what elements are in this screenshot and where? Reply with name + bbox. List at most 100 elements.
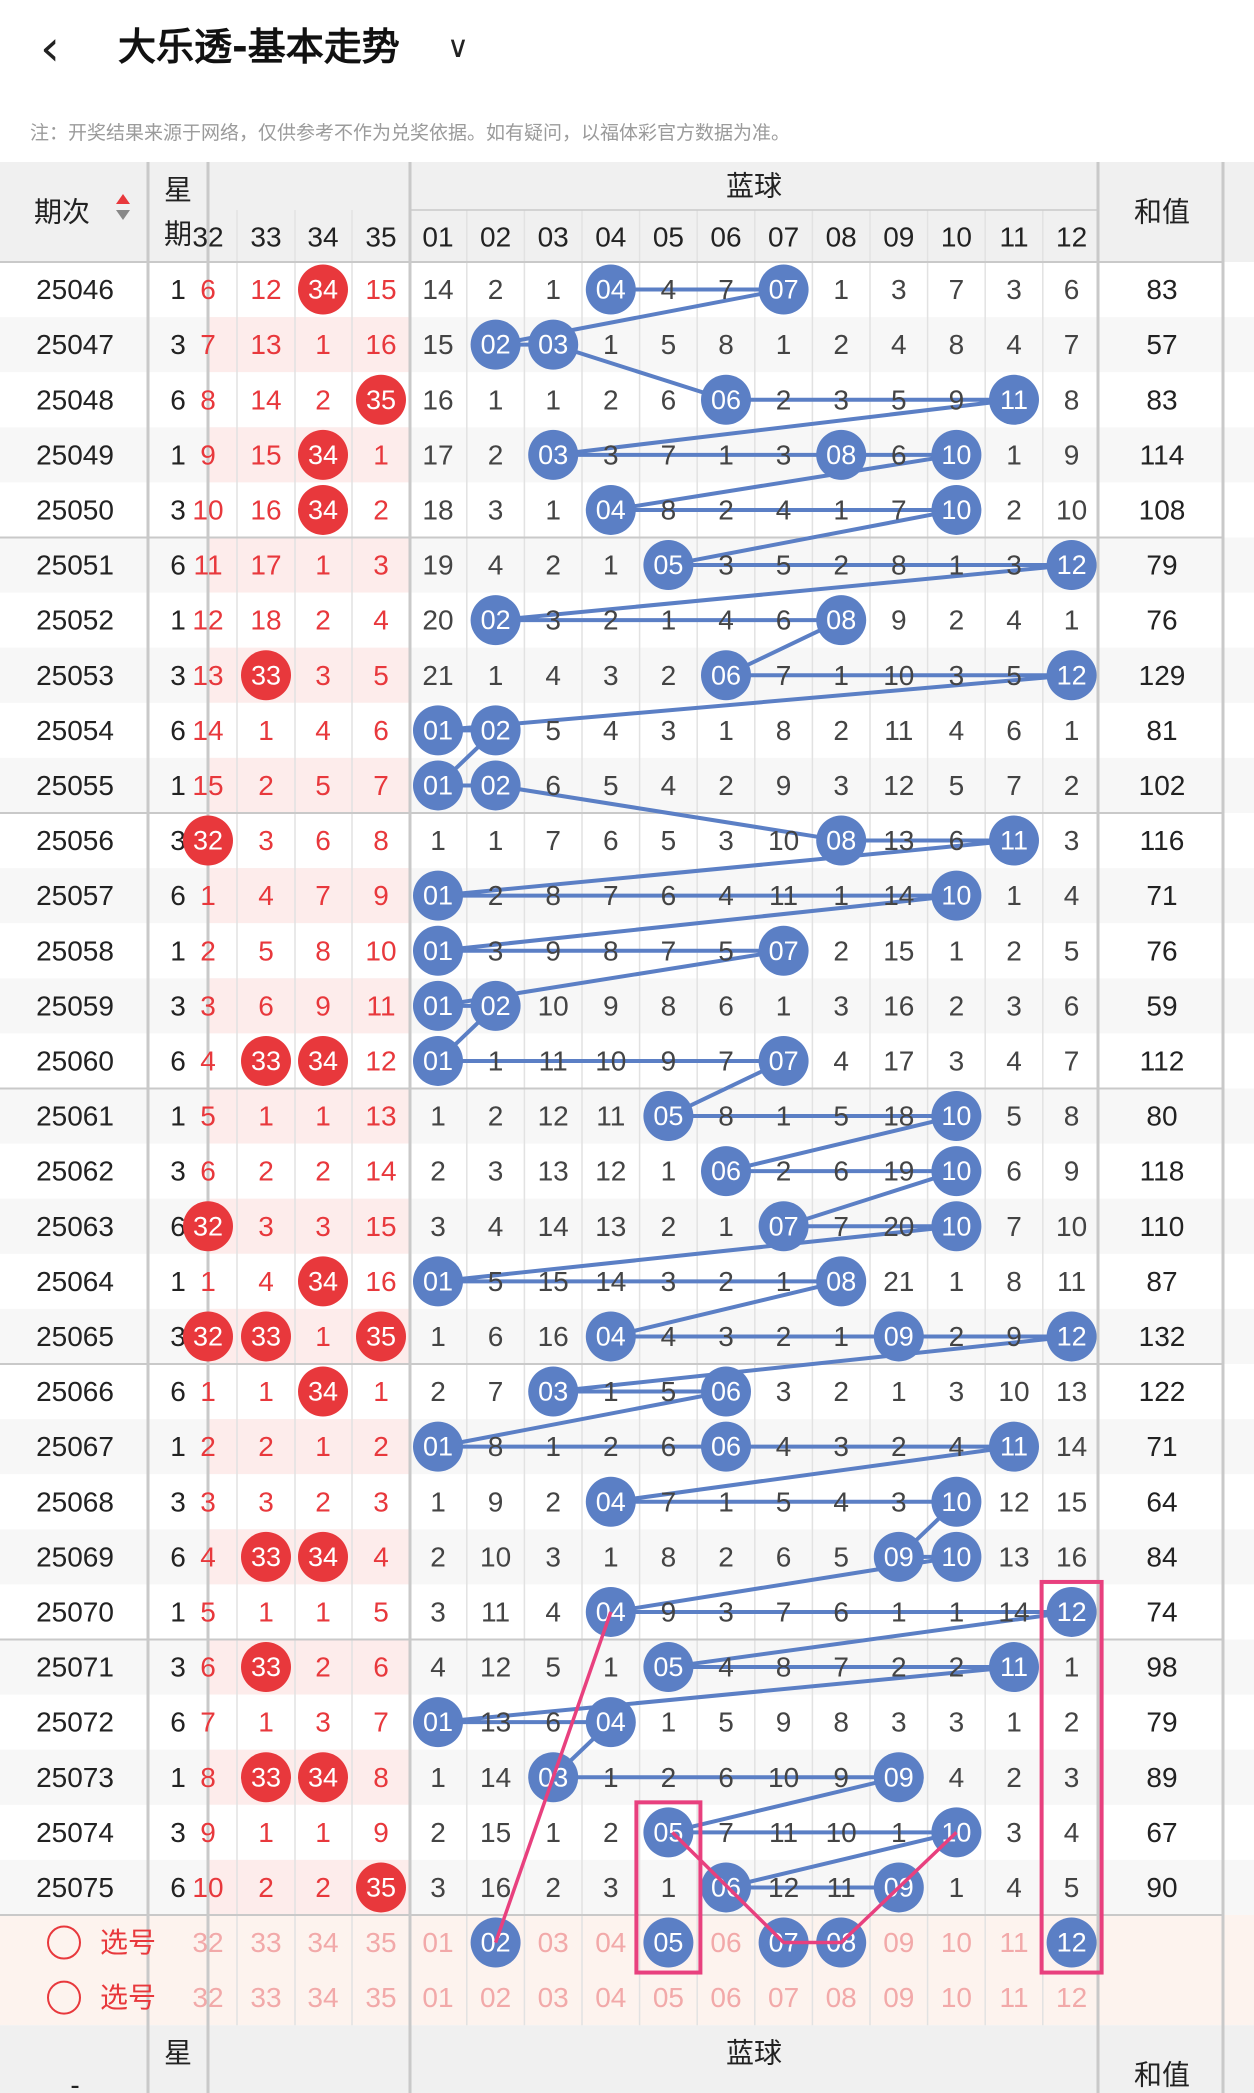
- blue-miss-count: 3: [1006, 274, 1022, 305]
- blue-miss-count: 7: [603, 880, 619, 911]
- blue-miss-count: 15: [480, 1817, 511, 1848]
- blue-miss-count: 1: [776, 329, 792, 360]
- sum-cell: 80: [1146, 1101, 1177, 1132]
- blue-miss-count: 14: [422, 274, 453, 305]
- blue-miss-count: 8: [949, 329, 965, 360]
- back-button[interactable]: ‹: [40, 23, 84, 73]
- blue-ball-hit: [413, 705, 463, 756]
- table-row: 25061 1 5 1 1 13 1 2 12 11 05 8 1 5 18 10 5 8 80: [36, 1091, 1178, 1142]
- weekday-cell: 3: [170, 1156, 186, 1187]
- blue-miss-count: 1: [1006, 1707, 1022, 1738]
- red-miss-count: 2: [315, 1652, 331, 1683]
- pick-red-number: 34: [307, 1927, 338, 1958]
- blue-column-header: 06: [710, 222, 741, 253]
- red-miss-count: 14: [365, 1156, 396, 1187]
- sum-cell: 108: [1139, 494, 1186, 525]
- blue-miss-count: 15: [422, 329, 453, 360]
- blue-miss-count: 1: [430, 1101, 446, 1132]
- blue-ball-number: 07: [769, 936, 799, 966]
- red-miss-count: 2: [373, 494, 389, 525]
- pick-blue-selected[interactable]: [1046, 1917, 1097, 1968]
- sort-arrows-icon[interactable]: [116, 194, 130, 204]
- red-zone-bg: [208, 923, 410, 979]
- blue-ball-number: 10: [941, 495, 971, 525]
- blue-miss-count: 8: [718, 329, 734, 360]
- red-ball-hit: [356, 374, 406, 425]
- red-miss-count: 12: [192, 605, 223, 636]
- weekday-cell: 1: [170, 770, 186, 801]
- table-row: 25057 6 1 4 7 9 01 2 8 7 6 4 11 1 14 10 1 4 71: [36, 870, 1178, 921]
- pick-blue-selected[interactable]: [643, 1917, 694, 1968]
- red-ball-number: 34: [308, 440, 338, 470]
- red-ball-hit: [298, 429, 348, 480]
- blue-ball-number: 01: [423, 770, 453, 800]
- title-dropdown-button[interactable]: ∨: [447, 26, 469, 70]
- blue-miss-count: 12: [480, 1652, 511, 1683]
- blue-miss-count: 4: [949, 1431, 965, 1462]
- red-zone-bg: [208, 1419, 410, 1475]
- pick-row[interactable]: 选号 32 33 34 35 01 02 03 04 05 06 07 08 09 10 11 12: [47, 1980, 1087, 2015]
- red-miss-count: 6: [200, 1156, 216, 1187]
- red-miss-count: 3: [258, 1211, 274, 1242]
- blue-column-header: 04: [595, 222, 626, 253]
- table-row: 25051 6 11 17 1 3 19 4 2 1 05 3 5 2 8 1 3 12 79: [36, 540, 1178, 591]
- red-miss-count: 1: [258, 1596, 274, 1627]
- blue-miss-count: 16: [480, 1872, 511, 1903]
- blue-miss-count: 12: [538, 1101, 569, 1132]
- blue-miss-count: 1: [1006, 880, 1022, 911]
- pick-red-number: 32: [192, 1927, 223, 1958]
- red-miss-count: 5: [258, 935, 274, 966]
- blue-miss-count: 5: [718, 1707, 734, 1738]
- pick-blue-number: 10: [941, 1982, 972, 2013]
- blue-miss-count: 3: [891, 274, 907, 305]
- blue-miss-count: 9: [488, 1486, 504, 1517]
- blue-miss-count: 7: [718, 1045, 734, 1076]
- col-period-header: 期次: [34, 197, 90, 228]
- pick-blue-number: 05: [653, 1982, 684, 2013]
- table-row: 25064 1 1 4 34 16 01 5 15 14 3 2 1 08 21 1 8 11 87: [36, 1256, 1178, 1307]
- selection-box: [1039, 1579, 1104, 1975]
- red-miss-count: 16: [365, 1266, 396, 1297]
- blue-miss-count: 3: [776, 1376, 792, 1407]
- blue-column-header: 01: [422, 222, 453, 253]
- blue-miss-count: 18: [422, 494, 453, 525]
- blue-miss-count: 8: [1006, 1266, 1022, 1297]
- blue-miss-count: 2: [949, 605, 965, 636]
- blue-ball-number: 10: [941, 1487, 971, 1517]
- sum-cell: 81: [1146, 715, 1177, 746]
- red-miss-count: 18: [250, 605, 281, 636]
- blue-ball-hit: [643, 1807, 694, 1858]
- blue-miss-count: 20: [883, 1211, 914, 1242]
- sum-cell: 79: [1146, 550, 1177, 581]
- blue-miss-count: 7: [718, 1817, 734, 1848]
- pick-blue-selected[interactable]: [470, 1917, 521, 1968]
- blue-ball-number: 01: [423, 1046, 453, 1076]
- blue-ball-number: 09: [884, 1321, 914, 1351]
- period-cell: 25067: [36, 1431, 114, 1462]
- radio-circle-icon[interactable]: [47, 1980, 81, 2015]
- weekday-cell: 3: [170, 990, 186, 1021]
- blue-miss-count: 8: [776, 1652, 792, 1683]
- blue-miss-count: 16: [538, 1321, 569, 1352]
- blue-miss-count: 2: [488, 274, 504, 305]
- red-miss-count: 8: [200, 384, 216, 415]
- blue-miss-count: 1: [545, 384, 561, 415]
- blue-ball-hit: [1046, 650, 1097, 701]
- red-miss-count: 9: [373, 880, 389, 911]
- blue-ball-number: 07: [769, 275, 799, 305]
- pick-red-number: 34: [307, 1982, 338, 2013]
- red-miss-count: 13: [192, 660, 223, 691]
- blue-miss-count: 3: [430, 1211, 446, 1242]
- red-ball-number: 34: [308, 1377, 338, 1407]
- red-miss-count: 14: [250, 384, 281, 415]
- table-row: 25065 3 32 33 1 35 1 6 16 04 4 3 2 1 09 2 9 12 132: [36, 1311, 1185, 1362]
- period-cell: 25057: [36, 880, 114, 911]
- blue-miss-count: 8: [488, 1431, 504, 1462]
- pick-blue-number: 01: [422, 1982, 453, 2013]
- blue-column-header: 09: [883, 222, 914, 253]
- radio-circle-icon[interactable]: [47, 1925, 81, 1960]
- blue-miss-count: 1: [833, 494, 849, 525]
- blue-miss-count: 1: [891, 1376, 907, 1407]
- blue-ball-number: 02: [481, 330, 511, 360]
- blue-miss-count: 1: [949, 1596, 965, 1627]
